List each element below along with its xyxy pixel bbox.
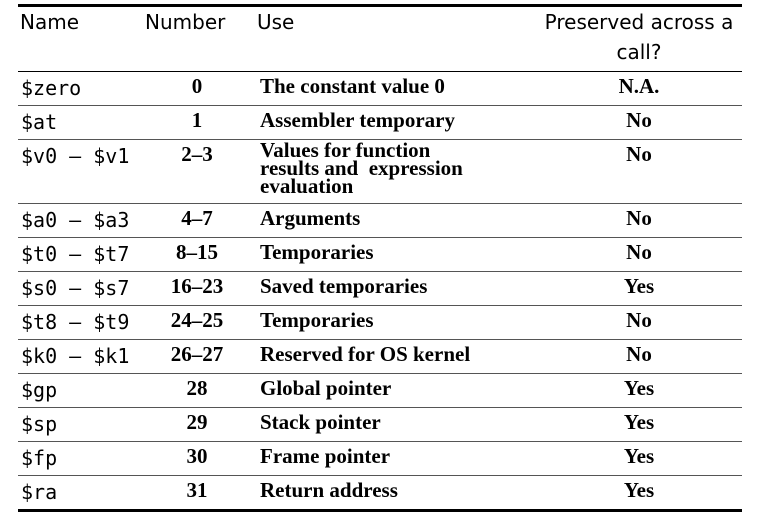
register-name: $fp — [18, 441, 138, 476]
header-spacer — [18, 37, 138, 72]
header-preserved: Preserved across a — [544, 10, 734, 34]
register-preserved: Yes — [536, 475, 742, 512]
register-preserved: No — [536, 105, 742, 140]
register-preserved: No — [536, 305, 742, 340]
register-number: 4–7 — [138, 203, 256, 238]
register-number: 16–23 — [138, 271, 256, 306]
register-number: 8–15 — [138, 237, 256, 272]
register-use: Arguments — [256, 203, 536, 238]
register-use: Assembler temporary — [256, 105, 536, 140]
register-preserved: No — [536, 139, 742, 204]
register-number: 26–27 — [138, 339, 256, 374]
register-name: $v0 – $v1 — [18, 139, 138, 204]
register-number: 1 — [138, 105, 256, 140]
register-use-line: results and expression — [260, 156, 463, 180]
register-use: Return address — [256, 475, 536, 512]
register-preserved: Yes — [536, 271, 742, 306]
register-name: $ra — [18, 475, 138, 512]
register-use: Saved temporaries — [256, 271, 536, 306]
header-preserved-cont: call? — [536, 37, 742, 72]
register-number: 2–3 — [138, 139, 256, 204]
table-row: $zero 0 The constant value 0 N.A. — [18, 71, 742, 106]
header-spacer — [256, 37, 536, 72]
header-number: Number — [145, 10, 226, 34]
table-row: $k0 – $k1 26–27 Reserved for OS kernel N… — [18, 339, 742, 374]
table-row: $t0 – $t7 8–15 Temporaries No — [18, 237, 742, 272]
table-row: $at 1 Assembler temporary No — [18, 105, 742, 140]
header-name: Name — [20, 10, 80, 34]
register-number: 29 — [138, 407, 256, 442]
register-name: $t0 – $t7 — [18, 237, 138, 272]
table-row: $v0 – $v1 2–3 Values for function result… — [18, 138, 742, 204]
register-use: Temporaries — [256, 305, 536, 340]
register-table-container: Name Number Use Preserved across a call?… — [18, 4, 742, 512]
register-use-line: evaluation — [260, 174, 354, 198]
table-row: $sp 29 Stack pointer Yes — [18, 407, 742, 442]
register-preserved: No — [536, 339, 742, 374]
register-use: Global pointer — [256, 373, 536, 408]
register-number: 24–25 — [138, 305, 256, 340]
register-name: $gp — [18, 373, 138, 408]
register-name: $s0 – $s7 — [18, 271, 138, 306]
register-preserved: Yes — [536, 441, 742, 476]
register-use: Reserved for OS kernel — [256, 339, 536, 374]
register-preserved: N.A. — [536, 71, 742, 106]
register-name: $t8 – $t9 — [18, 305, 138, 340]
register-preserved: No — [536, 203, 742, 238]
register-name: $k0 – $k1 — [18, 339, 138, 374]
register-number: 28 — [138, 373, 256, 408]
register-preserved: Yes — [536, 373, 742, 408]
table-row: $ra 31 Return address Yes — [18, 475, 742, 512]
table-row: $a0 – $a3 4–7 Arguments No — [18, 203, 742, 238]
header-row-continued: call? — [18, 37, 742, 72]
register-name: $sp — [18, 407, 138, 442]
header-row: Name Number Use Preserved across a — [18, 5, 742, 38]
register-preserved: No — [536, 237, 742, 272]
register-name: $at — [18, 105, 138, 140]
register-use-line: Values for function — [260, 138, 431, 162]
header-use: Use — [257, 10, 295, 34]
register-preserved: Yes — [536, 407, 742, 442]
register-number: 0 — [138, 71, 256, 106]
table-row: $fp 30 Frame pointer Yes — [18, 441, 742, 476]
register-use: Values for function results and expressi… — [256, 138, 536, 204]
register-conventions-table: Name Number Use Preserved across a call?… — [18, 4, 742, 512]
header-spacer — [138, 37, 256, 72]
register-number: 31 — [138, 475, 256, 512]
register-use: The constant value 0 — [256, 71, 536, 106]
register-name: $a0 – $a3 — [18, 203, 138, 238]
table-row: $t8 – $t9 24–25 Temporaries No — [18, 305, 742, 340]
register-use: Frame pointer — [256, 441, 536, 476]
table-row: $s0 – $s7 16–23 Saved temporaries Yes — [18, 271, 742, 306]
register-number: 30 — [138, 441, 256, 476]
register-use: Stack pointer — [256, 407, 536, 442]
table-row: $gp 28 Global pointer Yes — [18, 373, 742, 408]
register-use: Temporaries — [256, 237, 536, 272]
register-name: $zero — [18, 71, 138, 106]
